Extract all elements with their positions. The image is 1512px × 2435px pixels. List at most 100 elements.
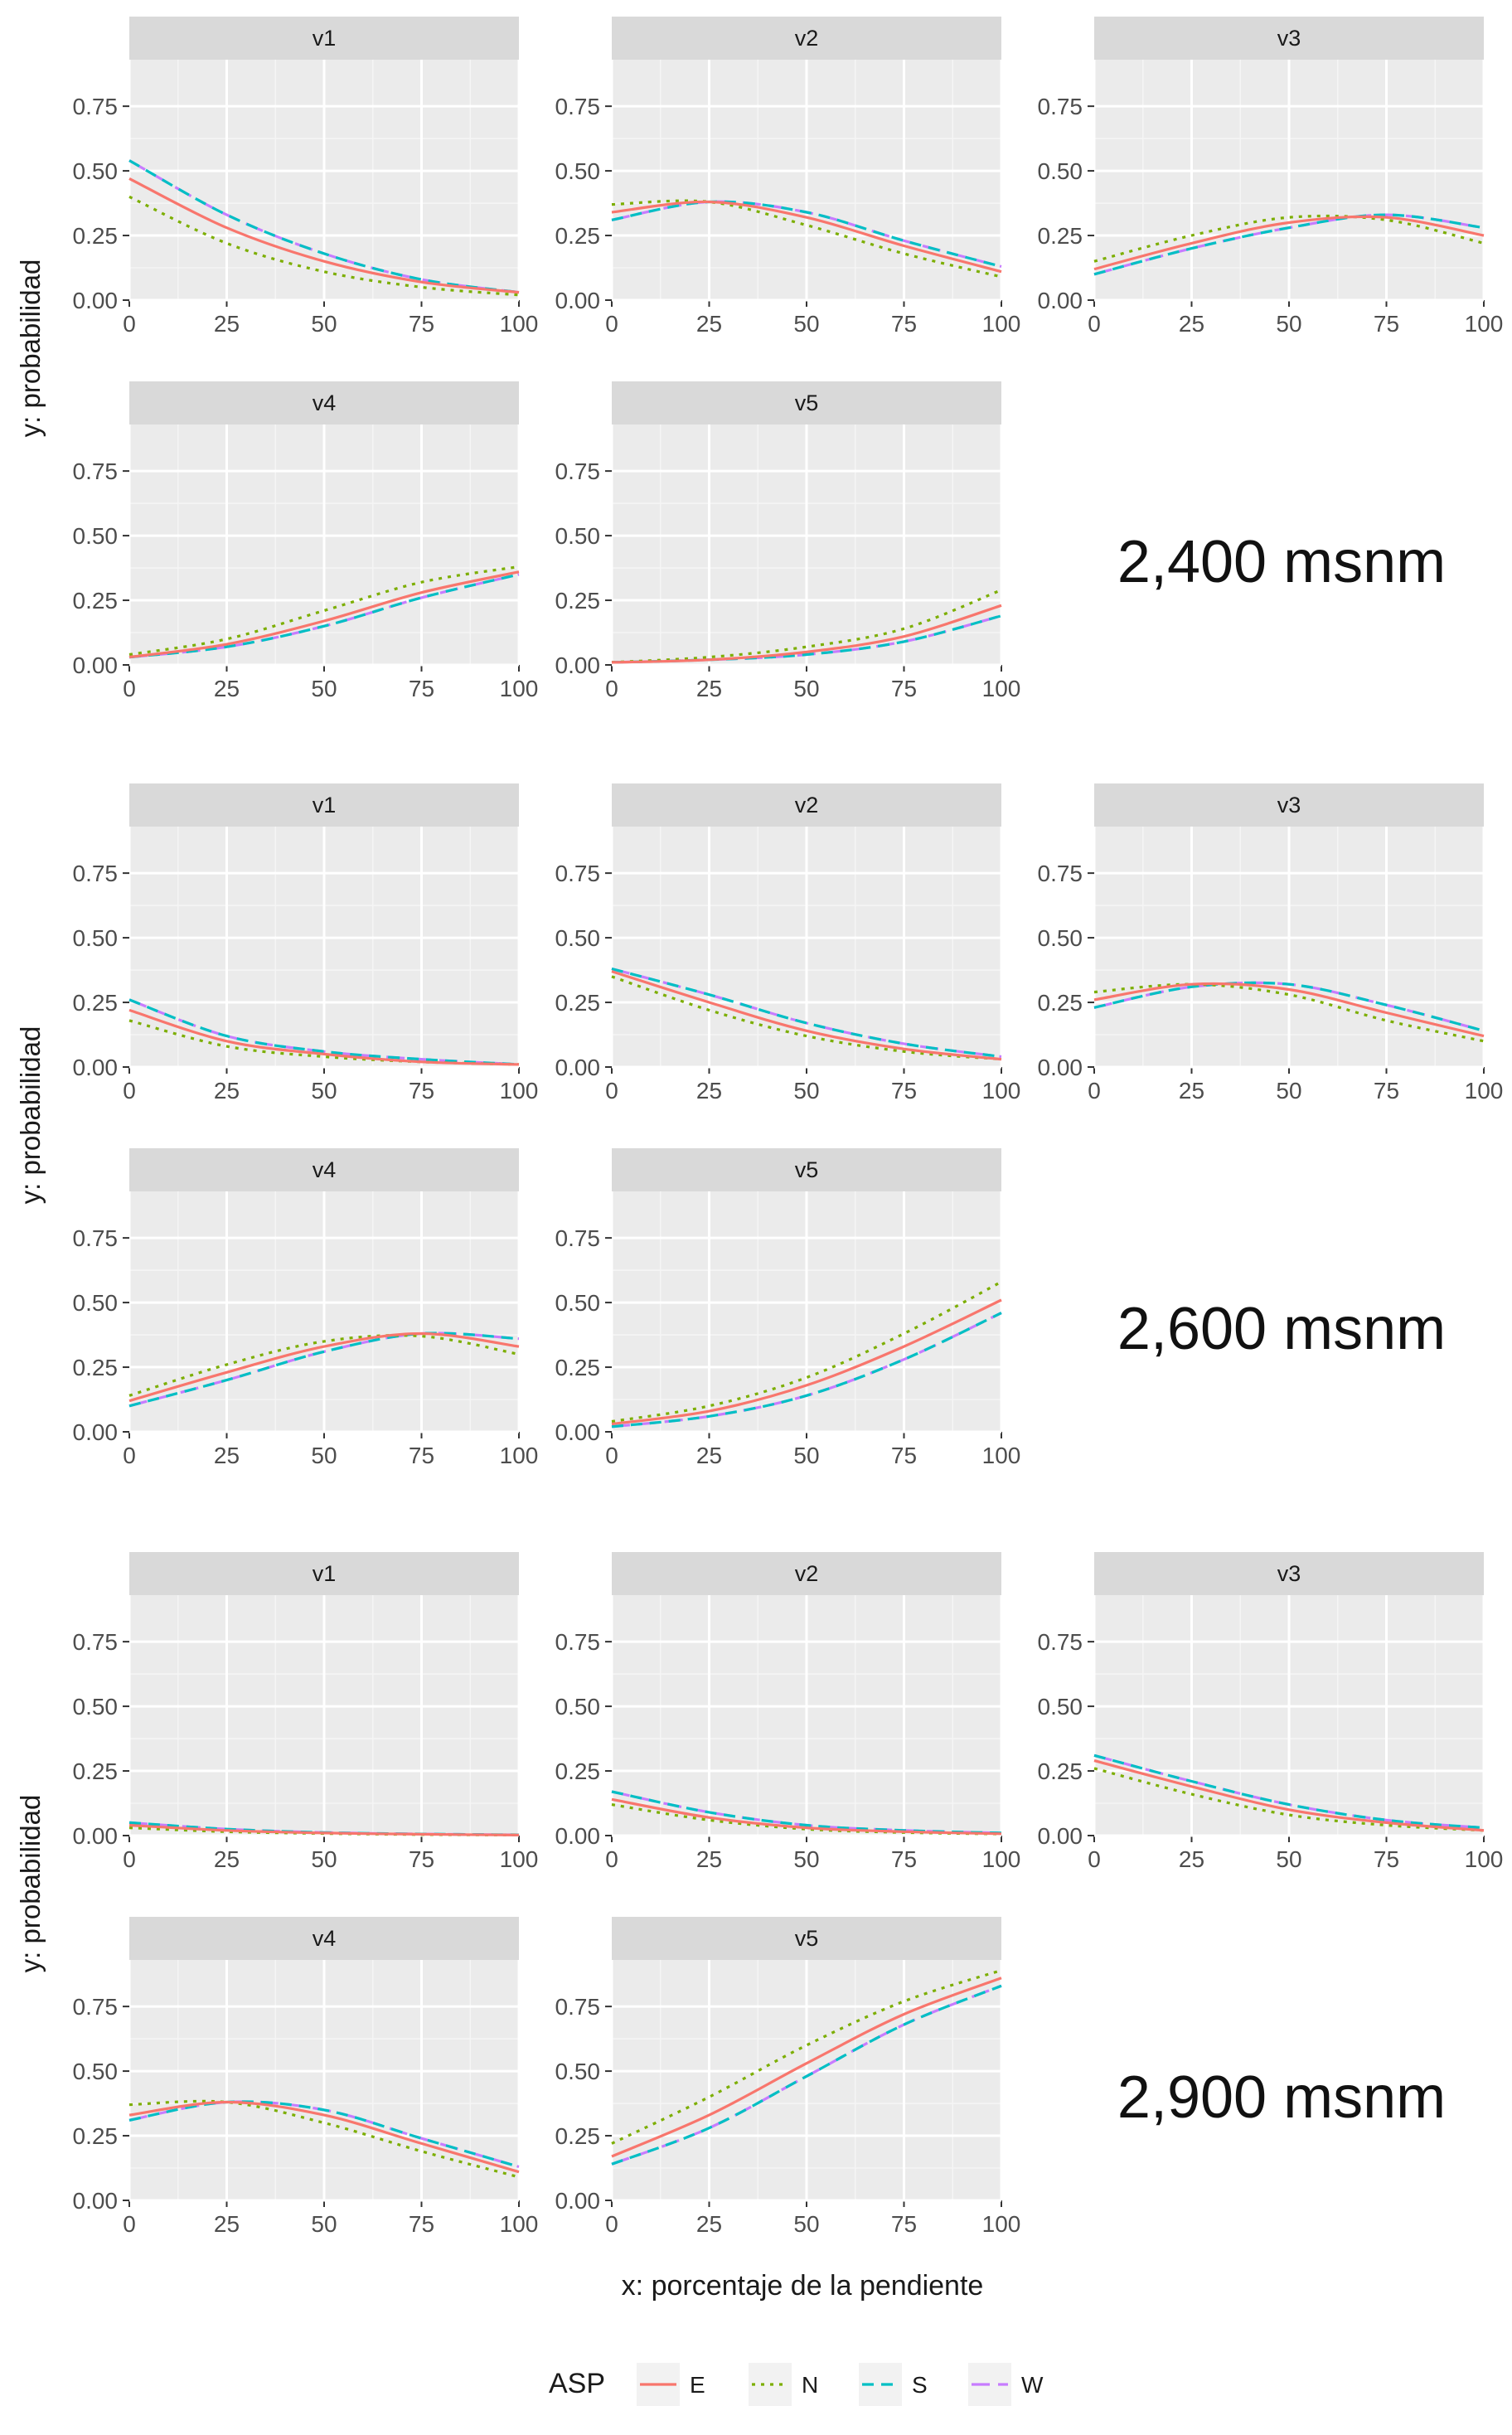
y-tick-label: 0.50: [1038, 158, 1083, 184]
facet-label: v2: [795, 26, 819, 51]
series-line-E: [611, 1298, 1002, 1426]
y-axis-title: y: probabilidad: [15, 260, 46, 438]
y-tick-label: 0.00: [1038, 1055, 1083, 1080]
x-tick-label: 0: [605, 1078, 618, 1104]
series-line-S: [611, 967, 1002, 1059]
facet-strip: [612, 1917, 1001, 1960]
series-line-N: [128, 195, 520, 297]
facet-strip: [1094, 1552, 1484, 1595]
x-tick-label: 25: [214, 1846, 240, 1872]
x-tick-label: 75: [1374, 1078, 1399, 1104]
facet-label: v5: [795, 1926, 819, 1951]
y-tick-label: 0.50: [555, 1694, 601, 1720]
facet-strip: [612, 1552, 1001, 1595]
y-tick-label: 0.25: [73, 223, 119, 249]
x-tick-label: 25: [696, 2211, 722, 2237]
x-tick-label: 0: [605, 2211, 618, 2237]
series-line-E: [128, 2100, 520, 2174]
x-tick-label: 0: [605, 1846, 618, 1872]
y-tick-label: 0.50: [73, 2059, 119, 2084]
x-tick-label: 0: [1088, 311, 1101, 337]
y-tick-label: 0.25: [555, 588, 601, 614]
x-tick-label: 25: [214, 2211, 240, 2237]
x-tick-label: 75: [1374, 311, 1399, 337]
x-tick-label: 75: [409, 2211, 434, 2237]
x-tick-label: 50: [311, 676, 337, 701]
series-line-N: [611, 199, 1002, 279]
x-tick-label: 75: [891, 1443, 917, 1468]
y-tick-label: 0.00: [73, 1419, 119, 1445]
x-tick-label: 50: [1276, 1078, 1301, 1104]
x-tick-label: 25: [696, 311, 722, 337]
x-tick-label: 25: [696, 1078, 722, 1104]
y-tick-label: 0.75: [73, 458, 119, 484]
facet-panel-v4: v4 0 25 50 75 100 0.00 0.25 0.50 0.75: [73, 381, 538, 701]
y-axis-title: y: probabilidad: [15, 1795, 46, 1973]
facet-strip: [129, 1552, 519, 1595]
facet-panel-v1: v1 0 25 50 75 100 0.00 0.25 0.50 0.75: [73, 783, 538, 1104]
y-tick-label: 0.75: [73, 94, 119, 119]
y-tick-label: 0.75: [73, 1225, 119, 1251]
x-tick-label: 75: [409, 1443, 434, 1468]
x-tick-label: 100: [500, 1846, 539, 1872]
legend: ASP E N S W: [549, 2363, 1044, 2406]
x-tick-label: 25: [1179, 1846, 1204, 1872]
x-tick-label: 50: [311, 1078, 337, 1104]
facet-label: v1: [313, 1561, 337, 1586]
x-tick-label: 0: [123, 2211, 136, 2237]
x-tick-label: 25: [214, 676, 240, 701]
facet-label: v5: [795, 1157, 819, 1182]
x-tick-label: 100: [982, 2211, 1021, 2237]
x-tick-label: 50: [311, 311, 337, 337]
facet-strip: [129, 17, 519, 60]
series-line-E: [611, 1797, 1002, 1836]
facet-panel-v4: v4 0 25 50 75 100 0.00 0.25 0.50 0.75: [73, 1148, 538, 1468]
y-tick-label: 0.75: [1038, 94, 1083, 119]
y-tick-label: 0.75: [73, 861, 119, 886]
series-line-S: [611, 1312, 1002, 1429]
facet-strip: [612, 17, 1001, 60]
facet-strip: [612, 381, 1001, 424]
facet-label: v2: [795, 1561, 819, 1586]
y-tick-label: 0.75: [555, 458, 601, 484]
facet-strip: [129, 783, 519, 827]
y-tick-label: 0.25: [1038, 990, 1083, 1016]
series-line-S: [128, 1331, 520, 1408]
y-tick-label: 0.75: [1038, 1629, 1083, 1655]
y-tick-label: 0.25: [555, 990, 601, 1016]
x-tick-label: 100: [1465, 311, 1504, 337]
x-tick-label: 25: [214, 1078, 240, 1104]
x-tick-label: 75: [891, 676, 917, 701]
x-tick-label: 25: [214, 1443, 240, 1468]
series-line-S: [128, 2100, 520, 2169]
y-tick-label: 0.25: [73, 990, 119, 1016]
series-line-S: [1093, 1753, 1485, 1830]
series-line-S: [1093, 213, 1485, 276]
x-tick-label: 25: [1179, 1078, 1204, 1104]
x-tick-label: 0: [605, 311, 618, 337]
series-line-E: [611, 604, 1002, 664]
x-tick-label: 100: [982, 311, 1021, 337]
x-tick-label: 100: [500, 311, 539, 337]
y-tick-label: 0.00: [555, 1823, 601, 1849]
series-line-N: [611, 589, 1002, 664]
x-tick-label: 0: [123, 311, 136, 337]
facet-label: v4: [313, 1926, 337, 1951]
facet-panel-v2: v2 0 25 50 75 100 0.00 0.25 0.50 0.75: [555, 783, 1020, 1104]
facet-label: v4: [313, 390, 337, 415]
x-tick-label: 75: [1374, 1846, 1399, 1872]
series-line-E: [611, 1977, 1002, 2158]
x-tick-label: 0: [605, 1443, 618, 1468]
series-line-E: [128, 1331, 520, 1403]
x-tick-label: 75: [891, 1846, 917, 1872]
legend-label-S: S: [912, 2372, 928, 2398]
x-tick-label: 50: [311, 1846, 337, 1872]
facet-strip: [129, 381, 519, 424]
y-tick-label: 0.50: [555, 1290, 601, 1316]
y-tick-label: 0.50: [555, 925, 601, 951]
x-tick-label: 50: [793, 1078, 819, 1104]
y-tick-label: 0.75: [1038, 861, 1083, 886]
y-axis-title: y: probabilidad: [15, 1026, 46, 1205]
elevation-label: 2,600 msnm: [1117, 1296, 1446, 1362]
series-line-N: [128, 1334, 520, 1397]
